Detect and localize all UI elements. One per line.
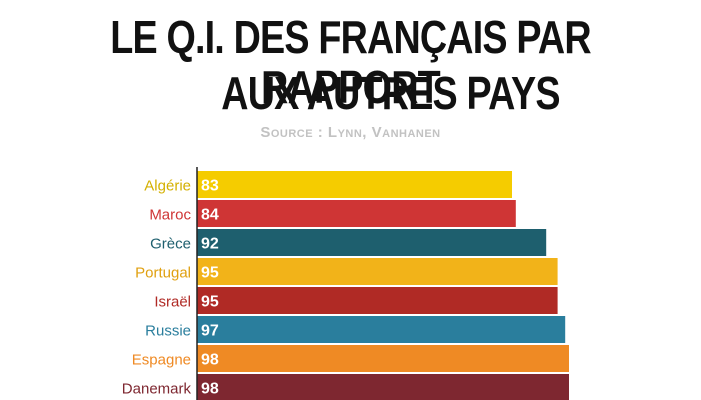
bars-group: 83 Algérie 84 Maroc 92 Grèce 95 Portugal 95 Israë…	[122, 171, 569, 400]
bar-value-label: 98	[201, 381, 219, 398]
bar-7	[197, 345, 569, 372]
category-label: Maroc	[149, 207, 191, 224]
bar-value-label: 84	[201, 207, 219, 224]
bar-value-label: 98	[201, 352, 219, 369]
category-label: Danemark	[122, 381, 192, 398]
chart-source: Source : Lynn, Vanhanen	[260, 124, 441, 141]
bar-2	[197, 200, 516, 227]
bar-value-label: 92	[201, 236, 219, 253]
chart-title-line-1: LE Q.I. DES FRANÇAIS PAR RAPPORT	[110, 11, 591, 113]
bar-6	[197, 316, 566, 343]
bar-1	[197, 171, 512, 198]
bar-8	[197, 374, 569, 400]
category-label: Algérie	[144, 178, 191, 195]
chart-title-line-2: AUX AUTRES PAYS	[221, 67, 560, 119]
bar-4	[197, 258, 558, 285]
bar-3	[197, 229, 547, 256]
bar-value-label: 97	[201, 323, 219, 340]
category-label: Russie	[145, 323, 191, 340]
bar-5	[197, 287, 558, 314]
bar-value-label: 83	[201, 178, 219, 195]
category-label: Grèce	[150, 236, 191, 253]
category-label: Portugal	[135, 265, 191, 282]
bar-value-label: 95	[201, 294, 219, 311]
bar-value-label: 95	[201, 265, 219, 282]
category-label: Israël	[154, 294, 191, 311]
category-label: Espagne	[132, 352, 191, 369]
